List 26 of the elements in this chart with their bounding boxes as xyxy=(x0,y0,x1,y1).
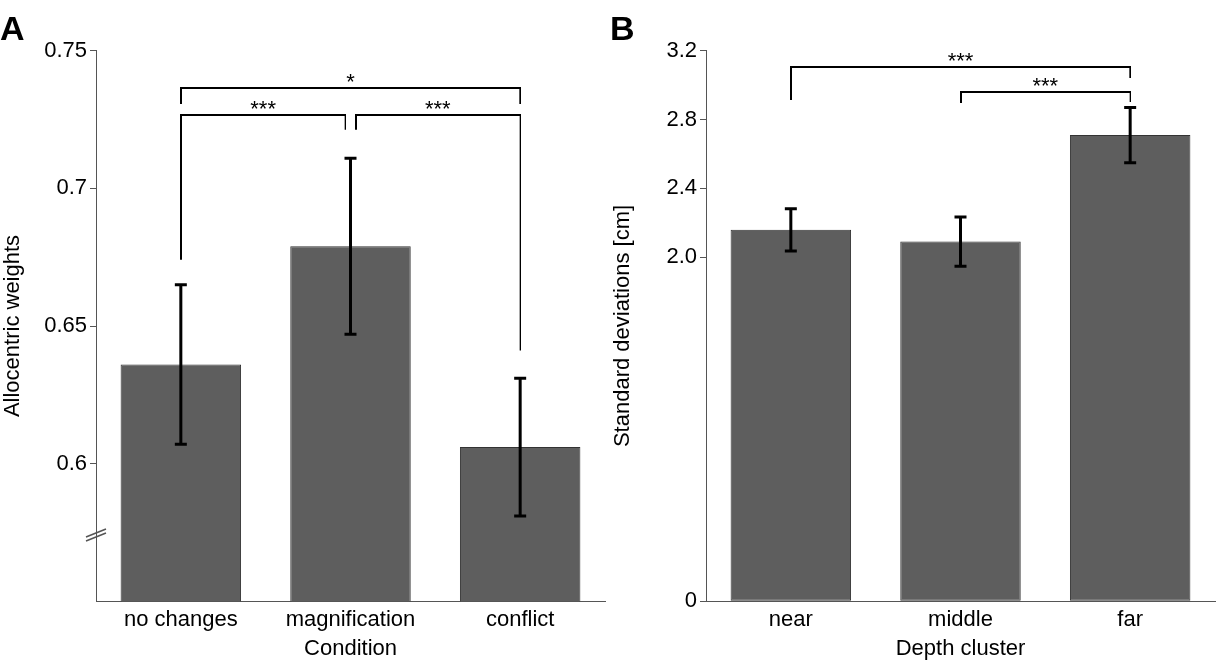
x-axis-title: Condition xyxy=(304,634,397,660)
annotation: *** xyxy=(424,96,451,122)
annotation: *** xyxy=(250,96,276,122)
y-tick-label: 0.7 xyxy=(56,174,87,200)
y-axis-title: Standard deviations [cm] xyxy=(609,204,635,448)
y-tick-label: 0.75 xyxy=(44,36,87,62)
x-tick-label: conflict xyxy=(485,606,555,632)
x-axis-title: Depth cluster xyxy=(895,634,1026,660)
y-axis-title: Allocentric weights xyxy=(0,234,25,418)
y-tick-label: 0.6 xyxy=(56,449,87,475)
x-tick-label: near xyxy=(768,606,813,632)
annotation: *** xyxy=(947,48,974,74)
annotation: *** xyxy=(1032,73,1059,99)
x-tick-label: magnification xyxy=(285,606,416,632)
annotation: * xyxy=(346,68,355,94)
x-tick-label: far xyxy=(1117,606,1144,632)
chart-title: A xyxy=(0,8,25,47)
x-tick-label: no changes xyxy=(123,606,238,632)
y-tick-label: 0 xyxy=(684,587,697,613)
y-tick-label: 2.0 xyxy=(666,243,697,269)
chart-title: B xyxy=(610,8,635,47)
x-tick-label: middle xyxy=(928,606,993,632)
y-tick-label: 2.8 xyxy=(666,105,697,131)
y-tick-label: 0.65 xyxy=(44,312,87,338)
y-tick-label: 2.4 xyxy=(666,174,697,200)
y-tick-label: 3.2 xyxy=(666,36,697,62)
